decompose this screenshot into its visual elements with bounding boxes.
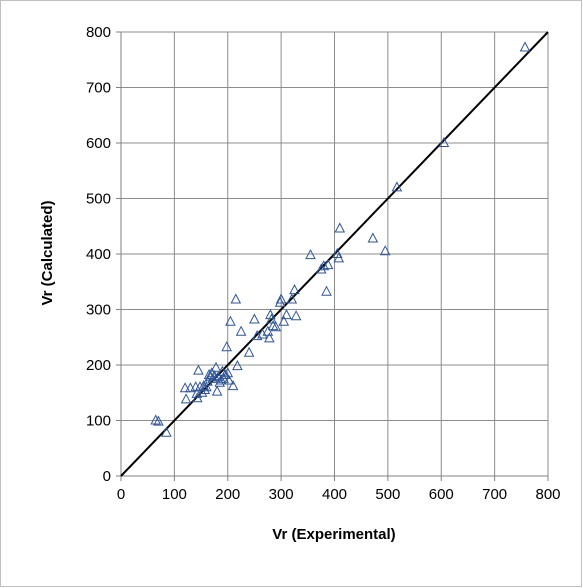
data-point-triangle bbox=[221, 341, 233, 352]
x-tick-label: 700 bbox=[482, 486, 507, 503]
data-point-triangle bbox=[265, 309, 276, 320]
data-point-triangle bbox=[225, 315, 236, 326]
data-point-triangle bbox=[201, 381, 212, 392]
y-axis-title: Vr (Calculated) bbox=[39, 200, 56, 305]
x-tick-label: 500 bbox=[375, 486, 400, 503]
data-point-triangle bbox=[219, 368, 231, 379]
data-point-triangle bbox=[210, 361, 222, 372]
data-point-triangle bbox=[286, 293, 298, 304]
data-point-triangle bbox=[289, 284, 300, 295]
data-point-triangle bbox=[230, 293, 242, 304]
data-point-triangle bbox=[150, 414, 162, 425]
data-point-triangle bbox=[196, 386, 208, 397]
data-point-triangle bbox=[305, 249, 316, 260]
data-point-triangle bbox=[379, 245, 391, 256]
data-point-triangle bbox=[318, 260, 330, 271]
data-point-triangle bbox=[290, 310, 302, 321]
data-point-triangle bbox=[391, 181, 403, 192]
data-point-triangle bbox=[215, 374, 227, 385]
y-tick-label: 500 bbox=[86, 191, 111, 208]
data-point-triangle bbox=[249, 313, 260, 324]
data-point-triangle bbox=[438, 136, 450, 147]
data-point-triangle bbox=[232, 360, 243, 371]
x-axis-title: Vr (Experimental) bbox=[272, 526, 395, 543]
data-point-triangle bbox=[322, 259, 334, 270]
data-point-triangle bbox=[321, 285, 332, 296]
x-tick-label: 200 bbox=[215, 486, 240, 503]
data-points bbox=[150, 41, 531, 437]
data-point-triangle bbox=[191, 392, 203, 403]
y-tick-label: 100 bbox=[86, 413, 111, 430]
data-point-triangle bbox=[519, 41, 531, 52]
data-point-triangle bbox=[266, 313, 277, 324]
data-point-triangle bbox=[334, 222, 346, 233]
data-point-triangle bbox=[281, 309, 292, 320]
data-point-triangle bbox=[227, 380, 239, 391]
y-tick-label: 0 bbox=[103, 468, 111, 485]
data-point-triangle bbox=[153, 415, 164, 426]
data-point-triangle bbox=[243, 346, 255, 357]
data-point-triangle bbox=[275, 293, 287, 304]
data-point-triangle bbox=[274, 296, 286, 307]
x-tick-label: 0 bbox=[117, 486, 125, 503]
data-point-triangle bbox=[333, 252, 345, 263]
data-point-triangle bbox=[264, 332, 275, 343]
y-tick-label: 200 bbox=[86, 357, 111, 374]
data-point-triangle bbox=[267, 320, 279, 331]
data-point-triangle bbox=[161, 426, 172, 437]
data-point-triangle bbox=[262, 325, 274, 336]
y-tick-label: 700 bbox=[86, 80, 111, 97]
data-point-triangle bbox=[193, 364, 204, 375]
x-tick-label: 100 bbox=[162, 486, 187, 503]
gridlines bbox=[121, 31, 549, 476]
data-point-triangle bbox=[179, 382, 191, 393]
y-tick-label: 600 bbox=[86, 135, 111, 152]
axes bbox=[116, 31, 549, 481]
data-point-triangle bbox=[223, 374, 235, 385]
data-point-triangle bbox=[367, 232, 379, 243]
y-tick-label: 300 bbox=[86, 302, 111, 319]
data-point-triangle bbox=[270, 321, 282, 332]
y-tick-label: 400 bbox=[86, 246, 111, 263]
data-point-triangle bbox=[180, 393, 192, 404]
data-point-triangle bbox=[257, 328, 268, 339]
data-point-triangle bbox=[211, 385, 223, 396]
data-point-triangle bbox=[235, 325, 247, 336]
x-tick-label: 800 bbox=[535, 486, 560, 503]
data-point-triangle bbox=[278, 315, 290, 326]
tick-labels: 0 100 200 300 400 500 600 700 800 0 100 200 300 400 50… bbox=[86, 24, 561, 503]
x-tick-label: 300 bbox=[269, 486, 294, 503]
x-tick-label: 400 bbox=[322, 486, 347, 503]
data-point-triangle bbox=[331, 247, 343, 258]
y-tick-label: 800 bbox=[86, 24, 111, 41]
x-tick-label: 600 bbox=[429, 486, 454, 503]
